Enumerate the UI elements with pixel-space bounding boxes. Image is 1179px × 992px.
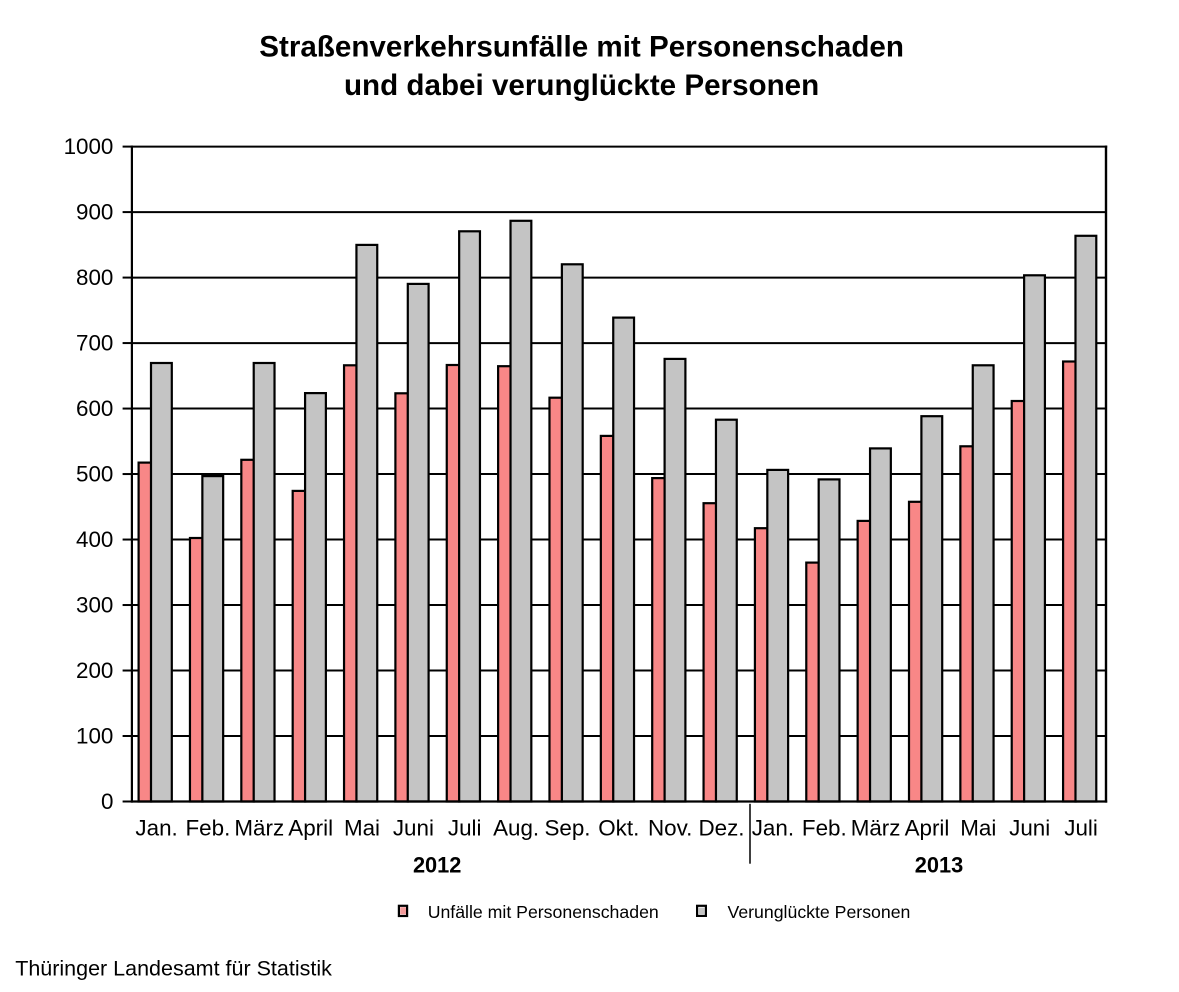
svg-text:Mai: Mai bbox=[960, 816, 996, 841]
svg-text:2013: 2013 bbox=[915, 853, 964, 878]
svg-text:Feb.: Feb. bbox=[802, 816, 847, 841]
svg-text:800: 800 bbox=[76, 265, 113, 290]
svg-text:März: März bbox=[851, 816, 901, 841]
svg-text:Sep.: Sep. bbox=[544, 816, 590, 841]
svg-text:0: 0 bbox=[101, 789, 113, 814]
svg-text:März: März bbox=[234, 816, 284, 841]
svg-text:Aug.: Aug. bbox=[493, 816, 539, 841]
svg-text:Feb.: Feb. bbox=[185, 816, 230, 841]
svg-text:April: April bbox=[905, 816, 950, 841]
svg-text:Jan.: Jan. bbox=[752, 816, 794, 841]
svg-text:Mai: Mai bbox=[344, 816, 380, 841]
svg-text:Jan.: Jan. bbox=[135, 816, 177, 841]
svg-text:Verunglückte Personen: Verunglückte Personen bbox=[728, 902, 911, 922]
svg-text:100: 100 bbox=[76, 723, 113, 748]
svg-text:400: 400 bbox=[76, 527, 113, 552]
svg-text:Nov.: Nov. bbox=[648, 816, 692, 841]
svg-text:April: April bbox=[288, 816, 333, 841]
svg-text:Straßenverkehrsunfälle mit Per: Straßenverkehrsunfälle mit Personenschad… bbox=[259, 31, 904, 64]
svg-text:Juli: Juli bbox=[448, 816, 482, 841]
svg-text:Juni: Juni bbox=[1009, 816, 1050, 841]
svg-text:500: 500 bbox=[76, 461, 113, 486]
svg-text:900: 900 bbox=[76, 199, 113, 224]
svg-text:Juli: Juli bbox=[1064, 816, 1098, 841]
svg-text:Juni: Juni bbox=[393, 816, 434, 841]
svg-text:Dez.: Dez. bbox=[698, 816, 744, 841]
svg-text:und dabei verunglückte Persone: und dabei verunglückte Personen bbox=[344, 69, 819, 102]
svg-text:700: 700 bbox=[76, 330, 113, 355]
svg-text:1000: 1000 bbox=[64, 134, 114, 159]
svg-text:600: 600 bbox=[76, 396, 113, 421]
svg-text:300: 300 bbox=[76, 592, 113, 617]
svg-text:Okt.: Okt. bbox=[598, 816, 639, 841]
svg-text:Unfälle mit Personenschaden: Unfälle mit Personenschaden bbox=[428, 902, 659, 922]
svg-text:200: 200 bbox=[76, 658, 113, 683]
svg-text:2012: 2012 bbox=[413, 853, 462, 878]
svg-text:Thüringer Landesamt für Statis: Thüringer Landesamt für Statistik bbox=[15, 956, 332, 980]
